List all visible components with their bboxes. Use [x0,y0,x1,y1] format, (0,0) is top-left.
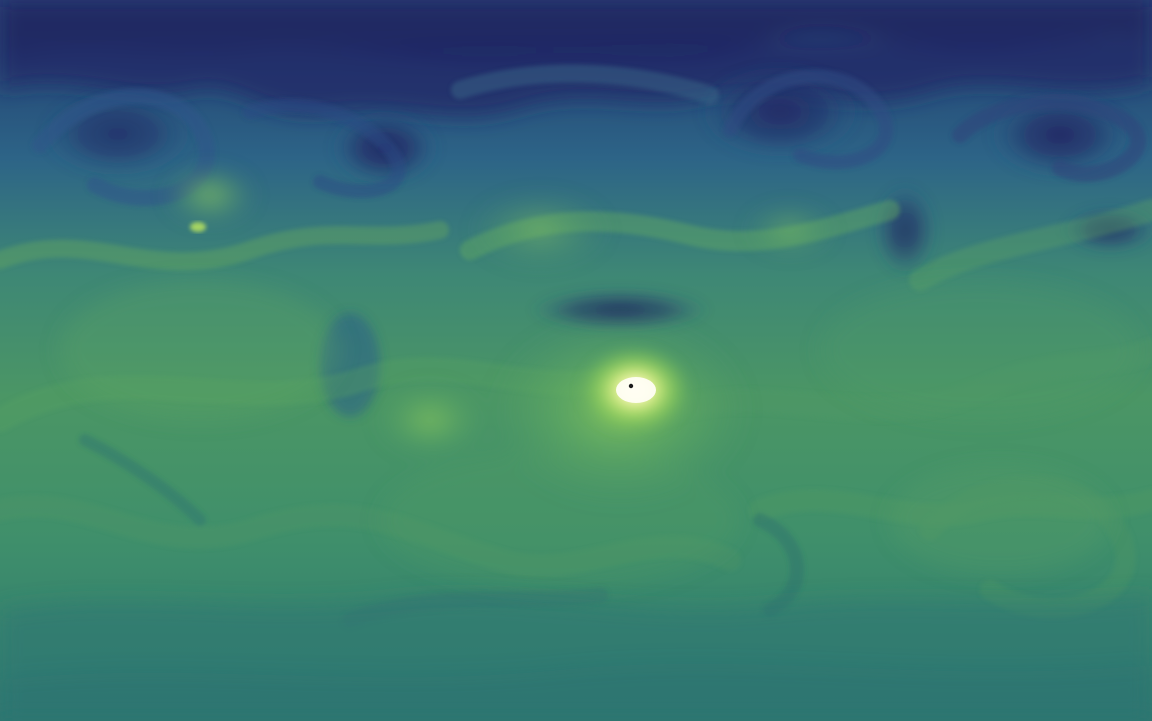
local-bright-point [190,222,206,232]
southern-teal-band [0,595,1152,721]
mid-latitude-brights [60,167,1140,590]
emission-hotspot [577,344,693,436]
hotspot-marker[interactable] [628,383,634,389]
